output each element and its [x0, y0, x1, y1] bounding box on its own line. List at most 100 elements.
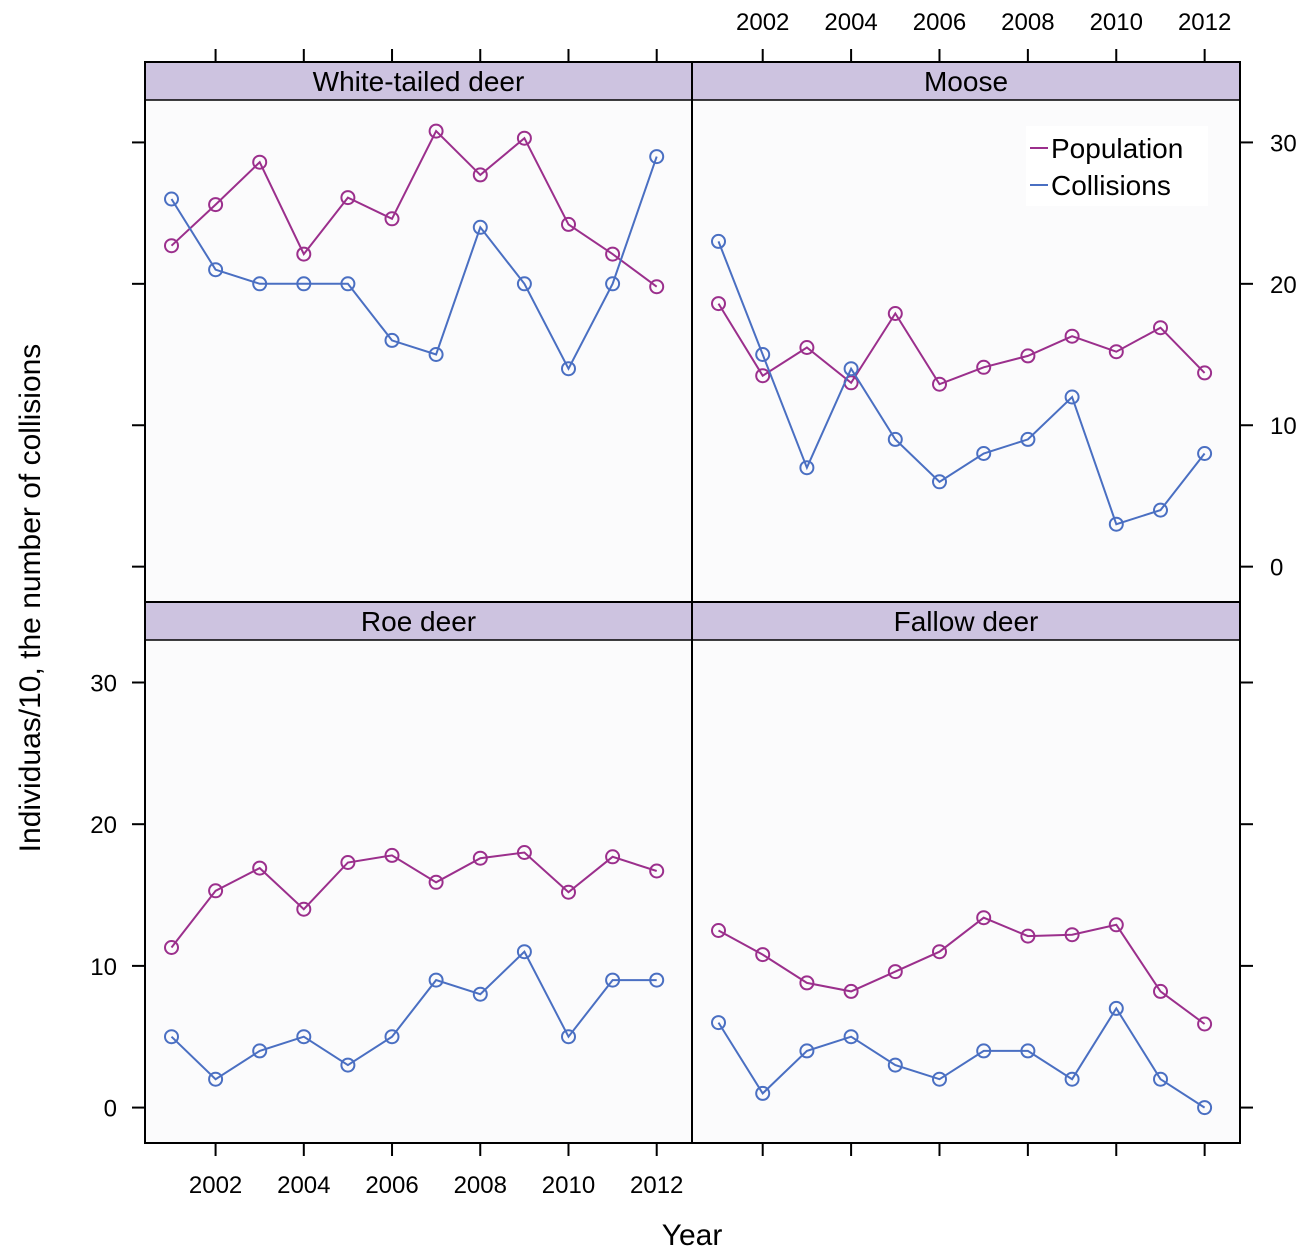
x-tick-label-bottom: 2008 [454, 1172, 507, 1199]
data-point-collisions-2010 [1108, 1000, 1124, 1016]
data-point-collisions-2004 [296, 1029, 312, 1045]
x-axis-title: Year [662, 1219, 723, 1250]
data-point-population-2011 [605, 246, 621, 262]
data-point-collisions-2009 [1064, 389, 1080, 405]
y-tick-label-right: 0 [1270, 555, 1283, 582]
data-point-collisions-2010 [561, 361, 576, 377]
data-point-collisions-2003 [252, 276, 268, 292]
data-point-collisions-2012 [1197, 446, 1213, 461]
panel-background [692, 640, 1240, 1143]
data-point-collisions-2007 [428, 972, 444, 988]
legend: Population Collisions [1026, 126, 1208, 206]
series-line-population [170, 851, 658, 949]
x-tick-label-top: 2002 [736, 9, 789, 36]
data-point-population-2008 [1020, 348, 1036, 364]
panel-2: Roe deer [144, 601, 693, 1143]
y-tick-label-left: 0 [104, 1096, 117, 1123]
data-point-population-2011 [1153, 320, 1168, 336]
data-point-population-2002 [755, 947, 771, 963]
series-line-population [717, 303, 1206, 386]
series-line-collisions [170, 156, 658, 371]
data-point-population-2003 [252, 154, 268, 170]
data-point-population-2006 [384, 211, 400, 227]
data-point-population-2010 [561, 884, 576, 900]
data-point-collisions-2008 [472, 986, 488, 1002]
data-point-population-2004 [843, 983, 859, 999]
data-point-collisions-2011 [1153, 502, 1168, 518]
x-tick-label-top: 2006 [913, 9, 966, 36]
data-point-population-2003 [799, 975, 815, 991]
x-tick-label-top: 2004 [824, 9, 877, 36]
data-point-collisions-2005 [340, 1057, 356, 1073]
y-tick-label-left: 30 [90, 671, 117, 698]
x-tick-label-bottom: 2006 [365, 1172, 418, 1199]
panel-title: White-tailed deer [313, 66, 525, 97]
panel-strip [144, 61, 693, 101]
data-point-population-2012 [1197, 365, 1213, 381]
y-tick-label-right: 30 [1270, 130, 1297, 157]
data-point-population-2010 [561, 216, 576, 232]
data-point-collisions-2009 [1064, 1071, 1080, 1087]
data-point-collisions-2004 [296, 276, 312, 292]
panels-layer: White-tailed deer Moose Roe deer Fallow dee… [144, 61, 1241, 1143]
x-tick-label-bottom: 2002 [189, 1172, 242, 1199]
legend-label-population: Population [1051, 133, 1183, 164]
panel-background [145, 100, 692, 602]
data-point-population-2002 [208, 197, 224, 213]
series-line-collisions [170, 950, 657, 1081]
data-point-population-2007 [428, 874, 444, 890]
data-point-collisions-2011 [605, 972, 621, 988]
data-point-collisions-2010 [1108, 516, 1124, 532]
data-point-collisions-2002 [208, 262, 224, 278]
data-point-collisions-2005 [340, 276, 356, 292]
data-point-collisions-2011 [1153, 1071, 1168, 1087]
data-point-population-2001 [711, 923, 726, 938]
data-point-collisions-2009 [516, 944, 532, 960]
data-point-population-2010 [1108, 344, 1124, 360]
data-point-population-2007 [976, 910, 992, 926]
data-point-population-2002 [755, 368, 771, 384]
data-point-collisions-2001 [164, 191, 179, 207]
panel-title: Moose [924, 66, 1008, 97]
data-point-collisions-2004 [843, 1029, 859, 1045]
data-point-collisions-2002 [208, 1071, 224, 1087]
data-point-collisions-2008 [1020, 431, 1036, 447]
data-point-population-2001 [164, 940, 179, 955]
data-point-collisions-2001 [711, 1015, 726, 1031]
data-point-population-2005 [887, 306, 903, 321]
data-point-collisions-2012 [649, 972, 665, 988]
data-point-collisions-2002 [755, 347, 771, 362]
panel-strip [691, 601, 1241, 641]
data-point-collisions-2012 [649, 149, 665, 165]
data-point-population-2010 [1108, 917, 1124, 933]
x-tick-label-top: 2008 [1001, 9, 1054, 36]
data-point-population-2005 [340, 855, 356, 870]
data-point-collisions-2002 [755, 1085, 771, 1101]
data-point-population-2006 [932, 944, 947, 960]
data-point-collisions-2009 [516, 276, 532, 292]
data-point-collisions-2007 [428, 347, 444, 362]
panel-background [145, 640, 692, 1143]
x-tick-label-top: 2012 [1178, 9, 1231, 36]
data-point-population-2012 [1197, 1016, 1213, 1032]
data-point-collisions-2001 [164, 1029, 179, 1045]
data-point-population-2005 [340, 190, 356, 206]
data-point-collisions-2008 [472, 219, 488, 235]
data-point-collisions-2005 [887, 1057, 903, 1073]
data-point-population-2011 [1153, 983, 1168, 999]
legend-background [1026, 126, 1208, 206]
panel-title: Fallow deer [894, 606, 1039, 637]
data-point-population-2008 [472, 850, 488, 866]
data-point-population-2007 [428, 123, 444, 139]
data-point-collisions-2006 [384, 332, 400, 348]
data-point-population-2009 [1064, 927, 1080, 943]
data-point-collisions-2003 [252, 1043, 268, 1059]
data-point-population-2007 [976, 359, 992, 375]
data-point-population-2009 [516, 845, 532, 860]
data-point-population-2009 [1064, 328, 1080, 344]
data-point-collisions-2007 [976, 446, 992, 461]
axes-layer: 2002200220042004200620062008200820102010… [90, 9, 1296, 1199]
series-line-population [718, 916, 1206, 1025]
data-point-population-2011 [605, 849, 621, 865]
